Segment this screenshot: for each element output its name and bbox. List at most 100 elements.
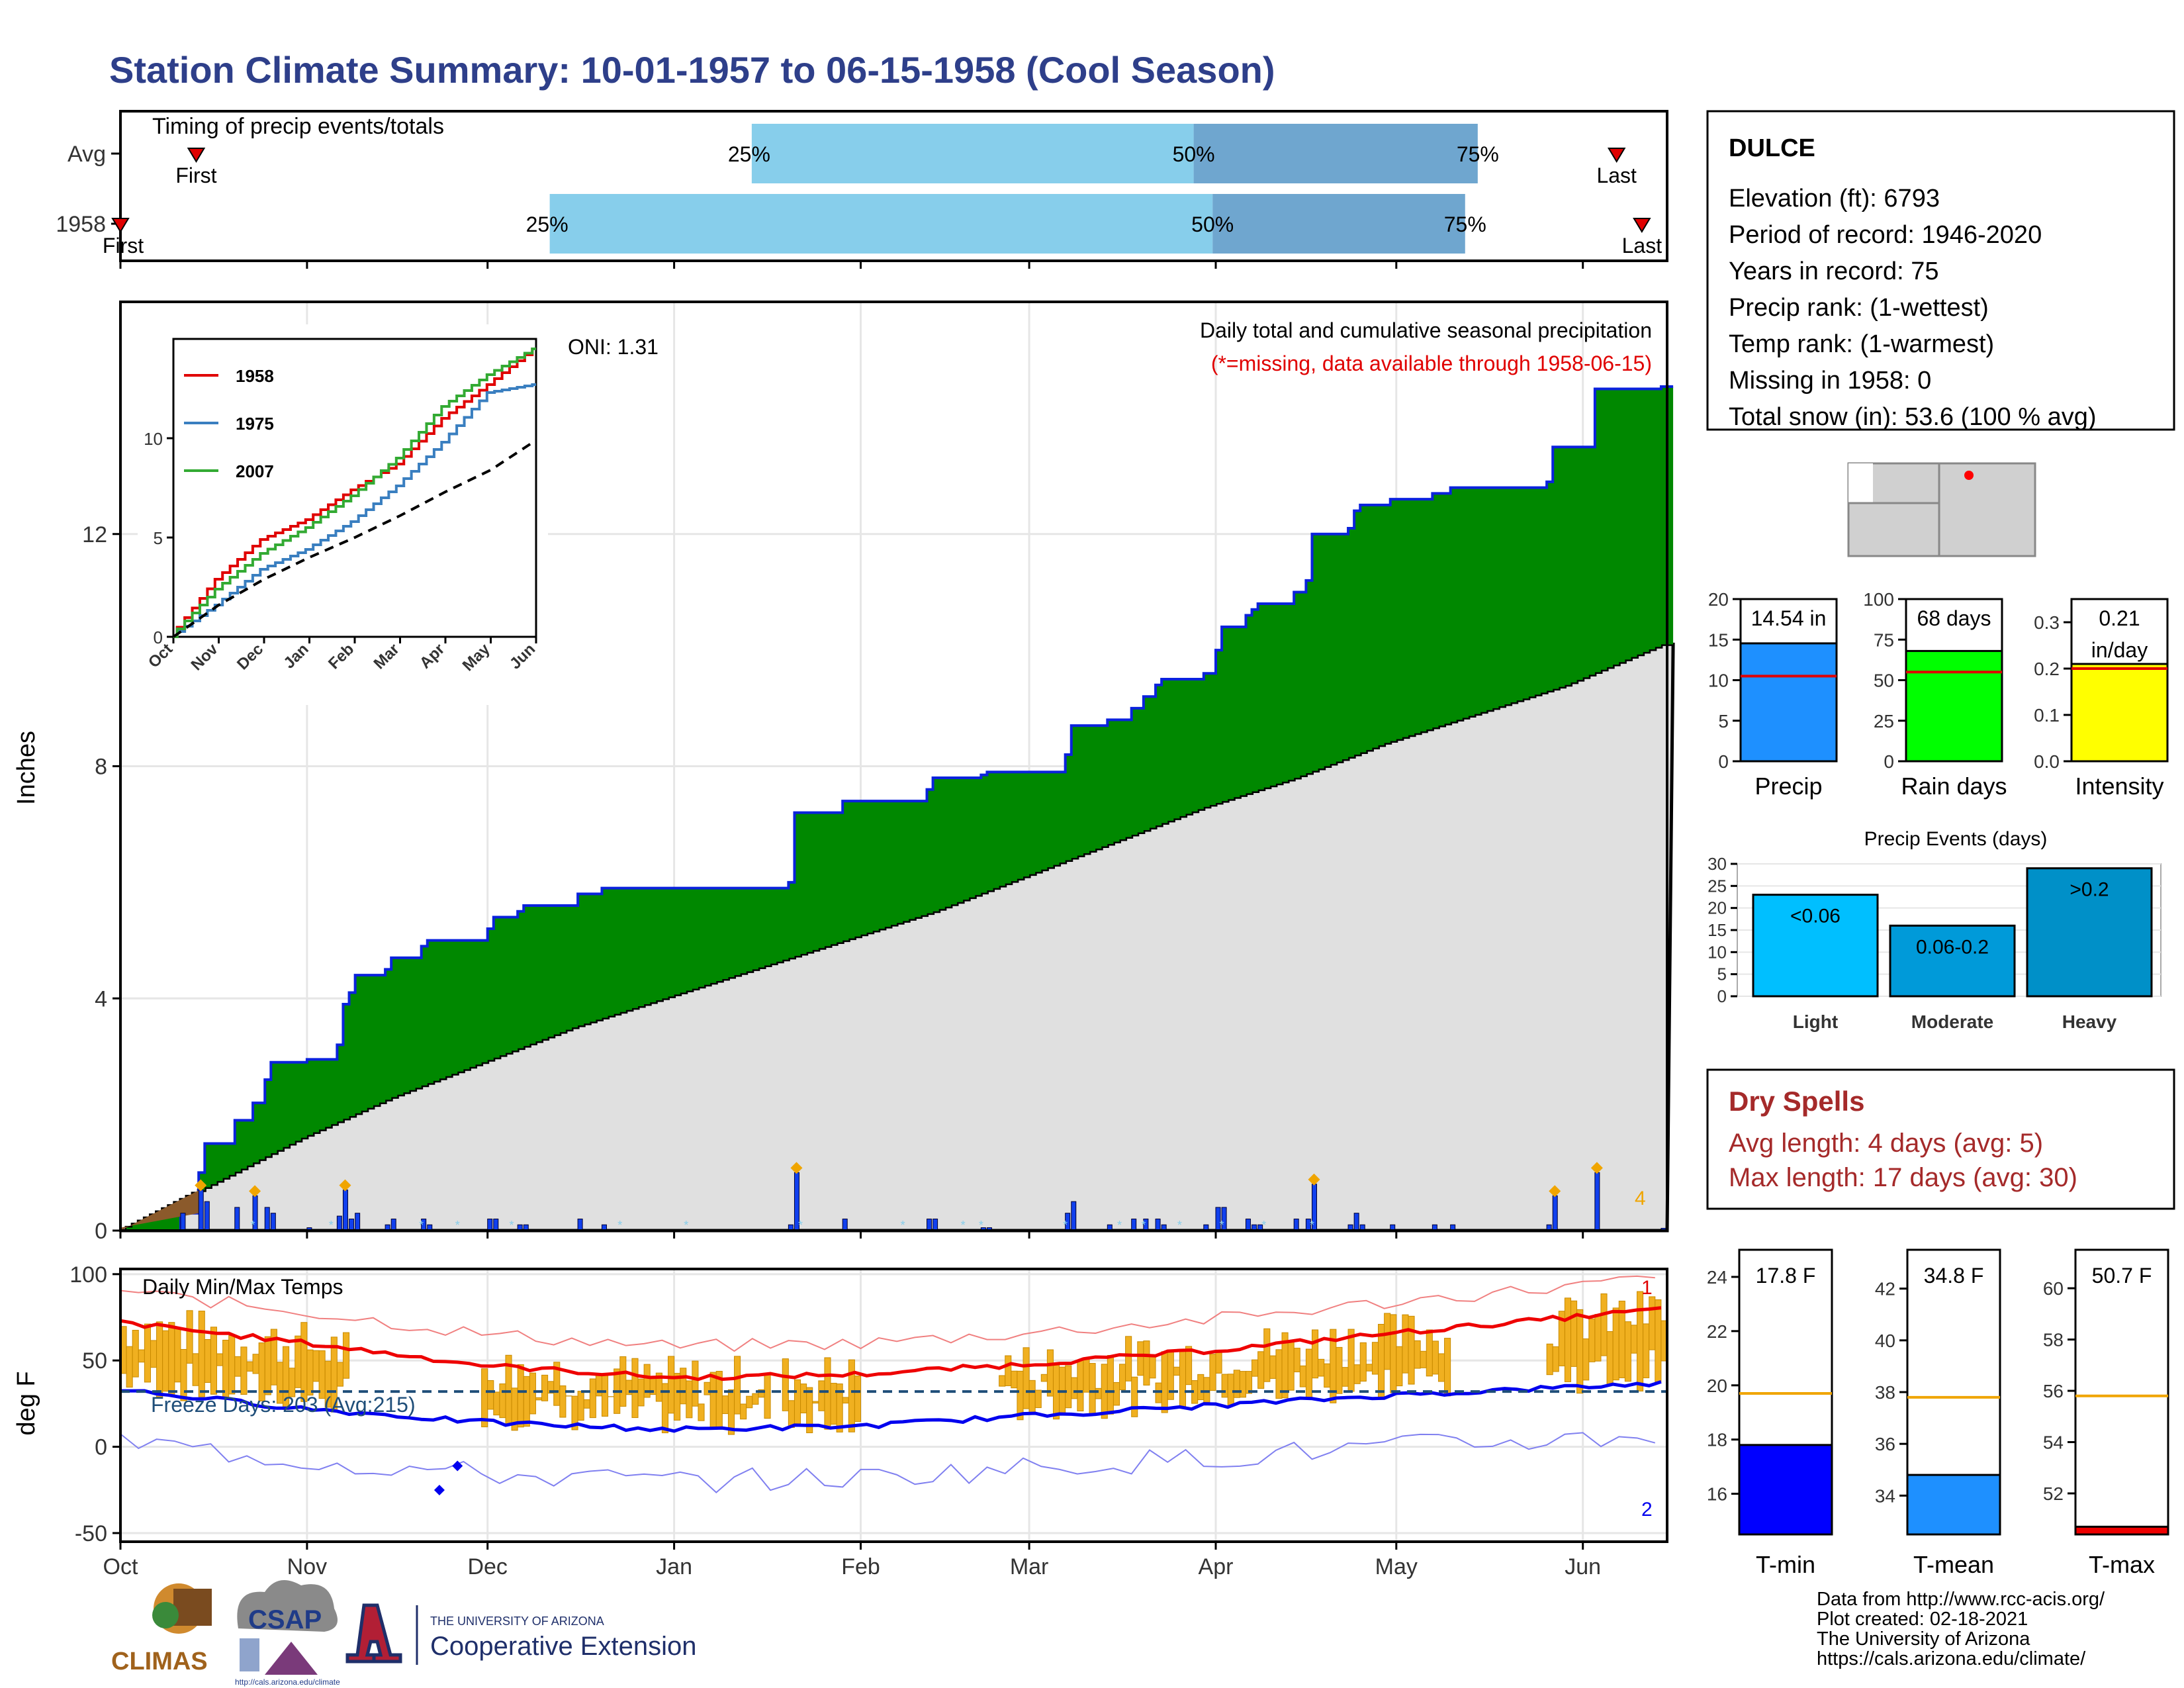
daily-temp-range-bar: [794, 1379, 801, 1425]
snow-marker: *: [798, 1219, 803, 1232]
temp-bar-tick-label: 42: [1875, 1279, 1895, 1299]
daily-temp-range-bar: [1371, 1342, 1379, 1375]
daily-temp-range-bar: [295, 1335, 302, 1388]
extreme-event-marker: [1590, 1162, 1603, 1174]
temp-bar-tick-label: 58: [2043, 1330, 2064, 1350]
inset-legend-label: 1958: [236, 366, 274, 386]
daily-precip-bar: [1155, 1218, 1161, 1231]
daily-precip-bar: [342, 1190, 348, 1231]
last-event-label: Last: [1596, 164, 1637, 187]
daily-temp-range-bar: [1161, 1351, 1168, 1413]
daily-temp-range-bar: [306, 1349, 314, 1396]
daily-temp-range-bar: [848, 1359, 855, 1432]
daily-temp-range-bar: [1359, 1342, 1367, 1382]
daily-temp-range-bar: [999, 1375, 1006, 1387]
station-name: DULCE: [1729, 134, 1815, 162]
timing-q50-q75-bar: [1212, 194, 1465, 254]
daily-temp-range-bar: [216, 1353, 224, 1366]
university-of-arizona-logo: THE UNIVERSITY OF ARIZONA Cooperative Ex…: [345, 1603, 696, 1665]
mini-bar-tick-label: 50: [1874, 671, 1894, 691]
daily-temp-range-bar: [631, 1358, 639, 1419]
daily-temp-range-bar: [667, 1356, 675, 1414]
temp-y-tick-label: 50: [82, 1348, 107, 1374]
snow-marker: *: [901, 1219, 905, 1232]
daily-temp-range-bar: [1005, 1355, 1012, 1386]
first-event-label: First: [175, 164, 216, 187]
locator-map: [1847, 462, 2036, 557]
daily-temp-range-bar: [264, 1336, 271, 1395]
daily-temp-range-bar: [1269, 1355, 1277, 1379]
cumulative-precip-line: [120, 385, 1674, 1232]
mini-bar-rain-days: [1905, 649, 2003, 763]
daily-temp-range-bar: [1239, 1371, 1246, 1398]
temp-bar-value: 34.8 F: [1924, 1264, 1984, 1288]
daily-precip-bar: [336, 1215, 342, 1231]
station-info-line: Period of record: 1946-2020: [1729, 221, 2042, 249]
temp-bar-frame: [2074, 1248, 2169, 1536]
daily-temp-range-bar: [674, 1373, 681, 1421]
daily-temp-range-bar: [1023, 1347, 1030, 1409]
page-title: Station Climate Summary: 10-01-1957 to 0…: [109, 49, 1275, 91]
daily-temp-range-bar: [222, 1339, 230, 1398]
inset-legend-label: 1975: [236, 414, 274, 434]
missing-note: (*=missing, data available through 1958-…: [1211, 352, 1652, 375]
daily-temp-range-bar: [336, 1362, 343, 1387]
temp-bar-tick-label: 36: [1875, 1434, 1895, 1454]
daily-precip-bar: [1131, 1218, 1137, 1231]
daily-temp-range-bar: [704, 1382, 711, 1395]
daily-temp-range-bar: [583, 1399, 590, 1409]
timing-q25-q50-bar: [751, 124, 1194, 183]
daily-temp-range-bar: [240, 1346, 248, 1395]
inset-y-tick-label: 0: [154, 628, 163, 647]
daily-temp-range-bar: [1299, 1365, 1306, 1387]
y-axis-label-inches: Inches: [13, 731, 40, 805]
temp-y-tick-label: -50: [75, 1521, 107, 1546]
daily-temp-range-bar: [692, 1360, 699, 1407]
dry-spells-max: Max length: 17 days (avg: 30): [1729, 1163, 2077, 1192]
daily-temp-range-bar: [698, 1403, 705, 1421]
record-low-count: 2: [1641, 1499, 1653, 1521]
temp-bar-tick-label: 56: [2043, 1381, 2064, 1401]
month-label: Jun: [1565, 1554, 1601, 1579]
station-info-line: Temp rank: (1-warmest): [1729, 330, 1994, 358]
daily-temp-range-bar: [270, 1329, 277, 1385]
extreme-event-marker: [195, 1179, 207, 1192]
events-y-tick-label: 30: [1707, 854, 1727, 874]
freeze-days-label: Freeze Days: 203 (Avg:215): [151, 1393, 416, 1417]
daily-temp-range-bar: [1426, 1329, 1433, 1377]
footer-credits: Data from http://www.rcc-acis.org/Plot c…: [1817, 1589, 2105, 1669]
temp-bar-tick-label: 16: [1707, 1484, 1727, 1505]
daily-temp-range-bar: [1576, 1309, 1584, 1394]
daily-temp-range-bar: [1293, 1348, 1300, 1372]
timing-q75-label: 75%: [1444, 212, 1486, 236]
daily-temp-range-bar: [126, 1346, 133, 1388]
first-event-label: First: [103, 234, 144, 258]
temp-bar-label: T-max: [2089, 1551, 2155, 1578]
mini-bar-precip: [1739, 642, 1838, 763]
timing-q75-label: 75%: [1457, 142, 1499, 166]
daily-temp-range-bar: [1046, 1349, 1054, 1397]
daily-precip-bar: [198, 1190, 204, 1231]
dry-spells-box: Dry Spells Avg length: 4 days (avg: 5) M…: [1706, 1068, 2175, 1210]
daily-temp-range-bar: [204, 1338, 211, 1383]
daily-temp-range-bar: [686, 1380, 693, 1419]
daily-temp-range-bar: [577, 1391, 584, 1421]
ua-logo-line2: Cooperative Extension: [430, 1632, 696, 1661]
daily-temp-range-bar: [601, 1374, 609, 1417]
daily-temp-range-bar: [162, 1330, 169, 1392]
daily-precip-bar: [270, 1213, 276, 1231]
daily-temp-range-bar: [589, 1378, 596, 1419]
timing-row-label: 1958: [56, 212, 106, 237]
mini-bar-label: Rain days: [1901, 773, 2007, 800]
daily-temp-range-bar: [234, 1356, 242, 1377]
record-high-count: 1: [1641, 1277, 1653, 1299]
csap-logo-text: CSAP: [248, 1605, 322, 1634]
daily-temp-range-bar: [1083, 1358, 1090, 1393]
daily-temp-range-bar: [1600, 1293, 1608, 1356]
mini-bar-tick-label: 75: [1874, 630, 1894, 650]
temperature-bar-charts: 17.8 F T-min 16 18 20 22 24 34.8 F T-mean 34 36 38 4…: [1707, 1248, 2169, 1578]
daily-temp-range-bar: [493, 1391, 500, 1416]
inset-legend-label: 2007: [236, 461, 274, 481]
daily-temp-range-bar: [192, 1353, 199, 1386]
daily-temp-range-bar: [1119, 1364, 1126, 1391]
